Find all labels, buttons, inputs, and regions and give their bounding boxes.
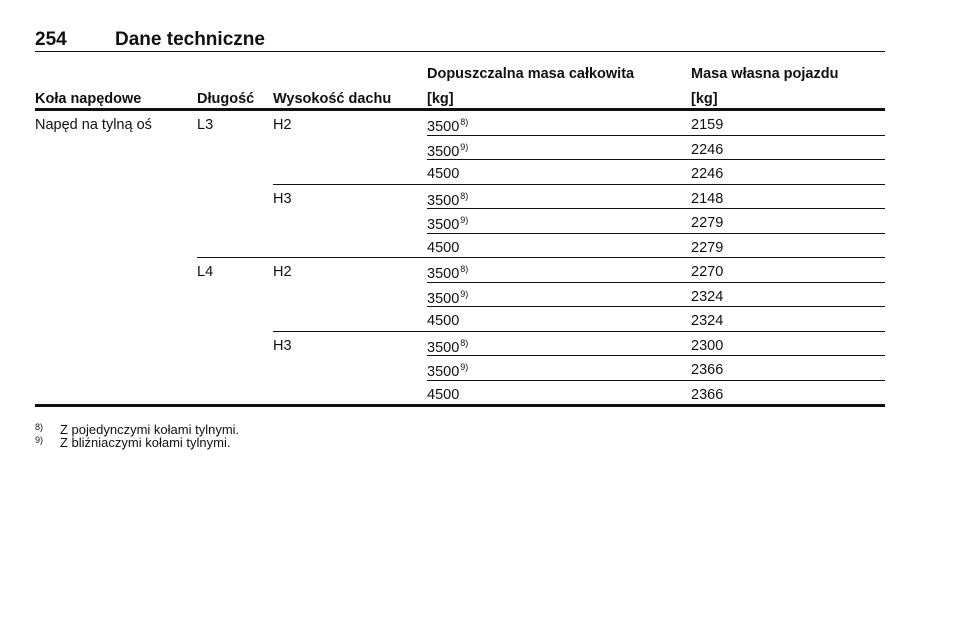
footnote-ref: 9): [460, 362, 469, 372]
cell: 2366: [691, 362, 724, 378]
cell: 4500: [427, 313, 460, 329]
row-rule: [427, 281, 885, 283]
row-rule: [427, 159, 885, 160]
row-rule: [427, 208, 885, 209]
cell: H2: [273, 264, 292, 280]
cell: 2246: [691, 166, 724, 182]
cell: Napęd na tylną oś: [35, 117, 152, 133]
cell: 2159: [691, 117, 724, 133]
footnote-marker: 9): [35, 435, 44, 445]
footnote-text: Z bliźniaczymi kołami tylnymi.: [60, 435, 231, 450]
cell: 35008): [427, 117, 468, 135]
column-header: Dopuszczalna masa całkowita: [427, 66, 635, 82]
column-header: [kg]: [691, 91, 718, 107]
cell: 35009): [427, 142, 468, 160]
cell: 35008): [427, 191, 468, 209]
page-title: Dane techniczne: [115, 29, 265, 50]
cell-value: 3500: [427, 364, 460, 380]
cell: 35009): [427, 289, 468, 307]
cell: 2279: [691, 239, 724, 256]
column-header: Długość: [197, 91, 255, 107]
footnote-text: Z pojedynczymi kołami tylnymi.: [60, 422, 240, 437]
cell-value: 3500: [427, 339, 460, 356]
cell: 2246: [691, 141, 724, 158]
cell-value: 3500: [427, 143, 460, 160]
row-rule: [427, 232, 885, 234]
footnote-ref: 8): [460, 190, 469, 201]
cell: 2300: [691, 337, 724, 354]
cell-value: 3500: [427, 119, 460, 135]
row-rule: [427, 355, 885, 356]
footnote-ref: 8): [460, 337, 469, 348]
column-header: [kg]: [427, 91, 454, 107]
page-number: 254: [35, 29, 67, 50]
footnote-ref: 9): [460, 141, 469, 152]
footnote-marker: 8): [35, 422, 44, 432]
cell: 2279: [691, 215, 724, 231]
cell: H3: [273, 190, 292, 207]
column-header: Koła napędowe: [35, 91, 142, 107]
footnote-ref: 8): [460, 264, 469, 274]
row-rule: [273, 183, 885, 185]
cell: 4500: [427, 239, 460, 256]
header-rule: [35, 108, 885, 111]
cell: 2148: [691, 190, 724, 207]
cell: 35009): [427, 215, 468, 233]
cell: 2324: [691, 288, 724, 305]
cell: 4500: [427, 166, 460, 182]
row-rule: [427, 379, 885, 381]
table-bottom-rule: [35, 404, 885, 407]
row-rule: [427, 306, 885, 307]
cell: 2366: [691, 386, 724, 403]
cell: L4: [197, 264, 214, 280]
cell: 35009): [427, 362, 468, 380]
cell: 4500: [427, 386, 460, 403]
footnote-ref: 9): [460, 215, 469, 225]
row-rule: [197, 257, 885, 258]
cell: L3: [197, 117, 214, 133]
cell-value: 3500: [427, 290, 460, 307]
column-header: Masa własna pojazdu: [691, 66, 839, 82]
cell: 35008): [427, 264, 468, 282]
cell: H2: [273, 117, 292, 133]
row-rule: [427, 134, 885, 136]
cell: 2324: [691, 313, 724, 329]
row-rule: [273, 330, 885, 332]
footnote-ref: 9): [460, 288, 469, 299]
cell: 2270: [691, 264, 724, 280]
cell: H3: [273, 337, 292, 354]
footnote-ref: 8): [460, 117, 469, 127]
column-header: Wysokość dachu: [273, 91, 392, 107]
cell-value: 3500: [427, 192, 460, 209]
cell-value: 3500: [427, 217, 460, 233]
cell: 35008): [427, 338, 468, 356]
header-rule: [35, 51, 885, 52]
cell-value: 3500: [427, 266, 460, 282]
